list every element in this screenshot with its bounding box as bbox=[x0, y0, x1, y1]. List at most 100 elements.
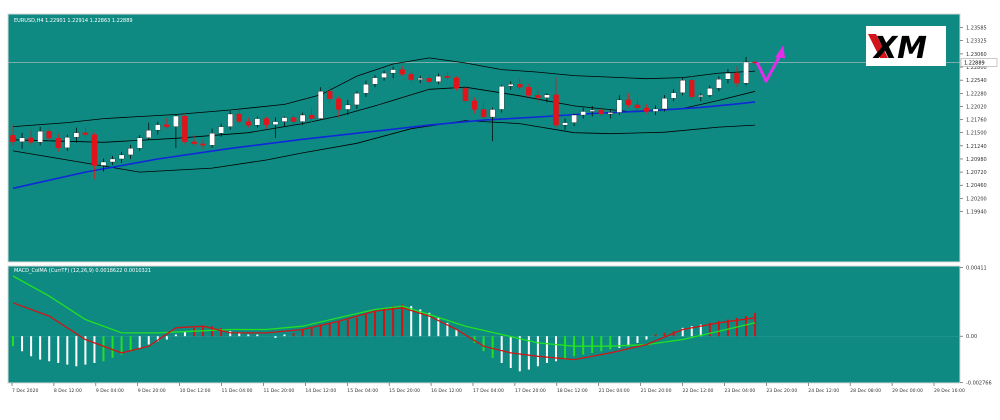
xm-logo: XM bbox=[866, 26, 946, 66]
candle-body bbox=[462, 88, 469, 102]
time-tick-label: 21 Dec 20:00 bbox=[641, 388, 672, 394]
time-tick-label: 22 Dec 12:00 bbox=[683, 388, 714, 394]
price-tick-label: 1.23585 bbox=[966, 25, 987, 31]
candle-body bbox=[345, 104, 351, 110]
candle-body bbox=[526, 87, 532, 96]
price-tick-label: 1.22540 bbox=[966, 78, 987, 84]
candle-body bbox=[308, 114, 315, 119]
macd-panel bbox=[7, 265, 961, 384]
time-tick-label: 9 Dec 04:00 bbox=[96, 388, 124, 394]
candle-body bbox=[82, 132, 89, 135]
time-tick-label: 21 Dec 04:00 bbox=[599, 388, 630, 394]
candle-body bbox=[670, 92, 677, 99]
macd-tick-label: 0.00 bbox=[966, 334, 977, 340]
candle-body bbox=[182, 115, 188, 142]
candle-body bbox=[145, 130, 152, 138]
time-tick-label: 15 Dec 04:00 bbox=[347, 388, 378, 394]
candle-body bbox=[127, 148, 134, 156]
candle-body bbox=[607, 112, 614, 115]
price-tick-label: 1.23060 bbox=[966, 52, 987, 58]
candle-body bbox=[426, 77, 433, 82]
candle-body bbox=[716, 79, 722, 89]
macd-main-line bbox=[12, 302, 756, 361]
macd-chart-title: MACD_ColMA (CurrTF) (12,26,9) 0.0018622 … bbox=[14, 268, 151, 274]
candle-body bbox=[19, 137, 25, 142]
price-tick-label: 1.20720 bbox=[966, 170, 987, 176]
candle-body bbox=[254, 118, 261, 126]
time-tick-label: 24 Dec 12:00 bbox=[808, 388, 839, 394]
price-tick-label: 1.19940 bbox=[966, 209, 987, 215]
candle-body bbox=[580, 111, 586, 116]
candle-body bbox=[616, 99, 623, 113]
forecast-arrow bbox=[755, 45, 786, 83]
time-tick-label: 8 Dec 12:00 bbox=[54, 388, 82, 394]
candle-body bbox=[544, 94, 550, 98]
price-panel bbox=[7, 13, 961, 263]
candle-body bbox=[571, 114, 577, 123]
candlesticks bbox=[10, 56, 758, 180]
candle-body bbox=[408, 73, 414, 80]
candle-body bbox=[118, 154, 125, 160]
candle-body bbox=[589, 109, 595, 112]
price-axis: 1.23585 1.23325 1.23060 1.22800 1.22540 1.222… bbox=[960, 25, 998, 386]
time-tick-label: 29 Dec 16:00 bbox=[934, 388, 965, 394]
bollinger-upper-line bbox=[12, 57, 756, 127]
candle-body bbox=[390, 69, 396, 74]
price-tick-label: 1.20200 bbox=[966, 196, 987, 202]
price-tick-label: 1.21240 bbox=[966, 144, 987, 150]
candle-body bbox=[100, 161, 107, 166]
candle-body bbox=[435, 75, 442, 82]
candle-body bbox=[652, 108, 659, 112]
current-price-box bbox=[960, 58, 998, 67]
candle-body bbox=[191, 141, 197, 144]
candle-body bbox=[562, 122, 568, 126]
candle-body bbox=[643, 107, 650, 112]
candle-body bbox=[507, 84, 514, 87]
candle-body bbox=[661, 98, 668, 110]
candle-body bbox=[73, 132, 80, 138]
price-tick-label: 1.23325 bbox=[966, 39, 987, 45]
candle-body bbox=[236, 113, 242, 122]
price-tick-label: 1.22280 bbox=[966, 91, 987, 97]
current-price-label: 1.22889 bbox=[964, 61, 985, 67]
candle-body bbox=[227, 113, 233, 127]
candle-body bbox=[164, 124, 170, 127]
time-tick-label: 17 Dec 04:00 bbox=[473, 388, 504, 394]
candle-body bbox=[326, 91, 333, 100]
time-tick-label: 23 Dec 20:00 bbox=[766, 388, 797, 394]
macd-signal-line bbox=[12, 275, 756, 347]
candle-body bbox=[218, 126, 224, 134]
moving-average-line bbox=[12, 101, 756, 190]
time-tick-label: 10 Dec 12:00 bbox=[180, 388, 211, 394]
candle-body bbox=[136, 137, 143, 149]
candle-body bbox=[336, 98, 342, 110]
time-tick-label: 28 Dec 08:00 bbox=[850, 388, 881, 394]
candle-body bbox=[317, 91, 324, 119]
candle-body bbox=[444, 75, 451, 78]
price-tick-label: 1.20460 bbox=[966, 183, 987, 189]
candle-body bbox=[55, 138, 62, 148]
logo-accent-mark bbox=[868, 34, 888, 58]
forecast-arrow-path bbox=[755, 52, 783, 83]
time-tick-label: 11 Dec 20:00 bbox=[263, 388, 294, 394]
candle-body bbox=[743, 61, 749, 84]
candle-body bbox=[64, 137, 71, 148]
candle-body bbox=[173, 115, 179, 127]
candle-body bbox=[698, 95, 704, 97]
candle-body bbox=[109, 158, 116, 163]
price-tick-label: 1.21500 bbox=[966, 131, 987, 137]
candle-body bbox=[46, 131, 52, 139]
candle-body bbox=[625, 99, 632, 106]
time-tick-label: 9 Dec 20:00 bbox=[138, 388, 166, 394]
price-tick-label: 1.20980 bbox=[966, 157, 987, 163]
logo-text: XM bbox=[872, 31, 927, 66]
candle-body bbox=[209, 133, 215, 146]
candle-body bbox=[517, 84, 523, 88]
price-tick-label: 1.21760 bbox=[966, 118, 987, 124]
candle-body bbox=[354, 93, 360, 106]
candle-body bbox=[734, 72, 740, 84]
candle-body bbox=[372, 77, 378, 85]
candle-body bbox=[689, 80, 695, 97]
